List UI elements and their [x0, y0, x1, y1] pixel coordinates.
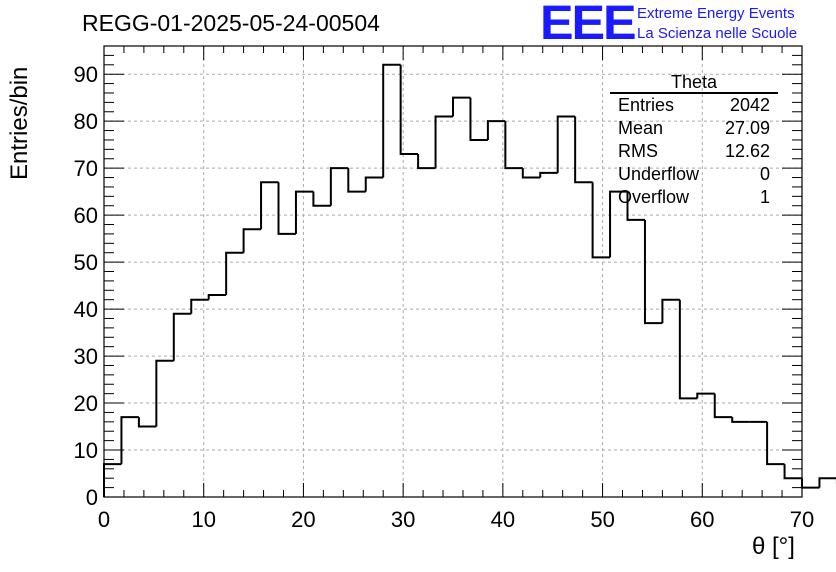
- histogram-bin: [434, 115, 453, 169]
- histogram-bin: [329, 167, 349, 206]
- stats-title: Theta: [610, 72, 778, 94]
- y-tick-label: 80: [74, 109, 98, 134]
- histogram-bin: [486, 120, 506, 140]
- x-axis-ticks: 0 10 20 30 40 50 60 70: [98, 46, 814, 532]
- grid-lines: [104, 46, 802, 497]
- stats-value: 1: [759, 187, 770, 207]
- x-tick-label: 20: [291, 507, 315, 532]
- stats-label: Underflow: [618, 164, 700, 184]
- histogram-bin: [626, 191, 645, 221]
- histogram-bin: [137, 417, 157, 428]
- histogram-series: [103, 63, 836, 497]
- histogram-bin: [190, 298, 209, 314]
- x-tick-label: 50: [590, 507, 614, 532]
- histogram-bin: [347, 168, 366, 193]
- histogram-bin: [469, 97, 488, 141]
- histogram-bin: [766, 421, 785, 466]
- logo-line-1: Extreme Energy Events: [637, 5, 795, 22]
- x-tick-label: 40: [491, 507, 515, 532]
- histogram-bin: [260, 181, 279, 230]
- histogram-bin: [277, 182, 296, 235]
- stats-box: Theta Entries 2042 Mean 27.09 RMS 12.62 …: [610, 72, 778, 209]
- stats-label: Overflow: [618, 187, 690, 207]
- histogram-bin: [661, 298, 680, 324]
- x-tick-label: 30: [391, 507, 415, 532]
- stats-row: Mean 27.09: [610, 117, 778, 140]
- y-axis-label: Entries/bin: [6, 66, 33, 180]
- histogram-bin: [713, 393, 733, 419]
- histogram-bin: [556, 115, 576, 173]
- histogram-bin: [382, 63, 401, 178]
- stats-row: RMS 12.62: [610, 140, 778, 163]
- x-axis-label: θ [°]: [752, 533, 795, 560]
- histogram-bin: [399, 64, 419, 156]
- stats-value: 0: [759, 164, 770, 184]
- stats-label: Mean: [618, 118, 664, 138]
- stats-row: Underflow 0: [610, 163, 778, 186]
- run-title: REGG-01-2025-05-24-00504: [82, 10, 380, 36]
- histogram-bin: [731, 417, 750, 423]
- stats-label: Entries: [618, 95, 675, 115]
- histogram-bin: [783, 464, 802, 480]
- histogram-bin: [521, 168, 541, 179]
- stats-row: Entries 2042: [610, 94, 778, 117]
- histogram-bin: [120, 416, 139, 465]
- y-tick-label: 10: [74, 438, 98, 463]
- stats-row: Overflow 1: [610, 186, 778, 209]
- x-tick-label: 70: [790, 507, 814, 532]
- histogram-bin: [242, 228, 262, 253]
- histogram-bin: [696, 392, 715, 399]
- histogram-bin: [294, 190, 314, 234]
- x-tick-label: 0: [98, 507, 110, 532]
- x-tick-label: 60: [690, 507, 714, 532]
- histogram-bin: [225, 251, 244, 295]
- histogram-bin: [312, 191, 331, 207]
- histogram-bin: [207, 293, 227, 300]
- y-tick-label: 30: [74, 344, 98, 369]
- histogram-bin: [172, 312, 192, 361]
- logo-line-2: La Scienza nelle Scuole: [637, 25, 798, 42]
- histogram-bin: [643, 219, 663, 325]
- histogram-bin: [818, 477, 836, 488]
- x-tick-label: 10: [191, 507, 215, 532]
- y-tick-label: 60: [74, 203, 98, 228]
- histogram-bin: [539, 171, 558, 178]
- histogram-bin: [452, 96, 471, 117]
- histogram-bin: [364, 176, 384, 192]
- y-tick-label: 90: [74, 62, 98, 87]
- histogram-bin: [574, 116, 593, 184]
- histogram-bin: [417, 154, 436, 170]
- histogram-bin: [591, 182, 611, 259]
- histogram-bin: [678, 299, 698, 400]
- stats-value: 12.62: [724, 141, 770, 161]
- logo-mark: EEE: [540, 0, 637, 50]
- histogram-bin: [155, 359, 174, 427]
- y-tick-label: 50: [74, 250, 98, 275]
- stats-value: 27.09: [724, 118, 770, 138]
- y-tick-label: 0: [86, 485, 98, 510]
- histogram-bin: [801, 478, 820, 489]
- stats-value: 2042: [729, 95, 770, 115]
- histogram-bin: [504, 121, 523, 170]
- y-tick-label: 40: [74, 297, 98, 322]
- stats-label: RMS: [618, 141, 658, 161]
- y-tick-label: 70: [74, 156, 98, 181]
- histogram-bin: [609, 190, 628, 258]
- y-tick-label: 20: [74, 391, 98, 416]
